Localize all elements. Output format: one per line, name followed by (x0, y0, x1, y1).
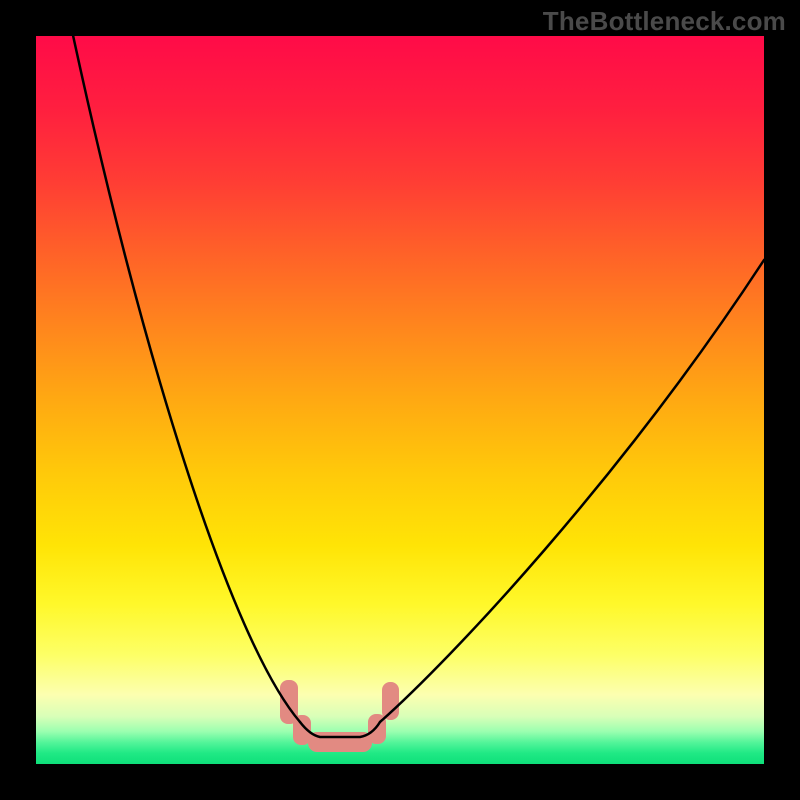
watermark-text: TheBottleneck.com (543, 6, 786, 37)
valley-markers (280, 680, 399, 752)
bottleneck-curve-right (380, 260, 764, 722)
curve-overlay (0, 0, 800, 800)
valley-marker (382, 682, 399, 720)
bottleneck-curve-left (68, 12, 300, 722)
valley-marker (308, 732, 372, 752)
